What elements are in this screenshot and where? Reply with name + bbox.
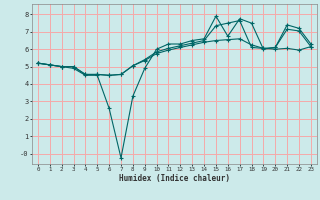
X-axis label: Humidex (Indice chaleur): Humidex (Indice chaleur) [119,174,230,183]
